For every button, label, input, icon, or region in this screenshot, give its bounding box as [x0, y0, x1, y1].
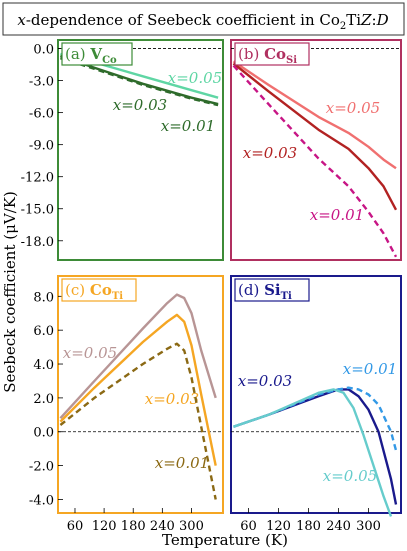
panel-1: 0.0-3.0-6.0-9.0-12.0-15.0-18.0x=0.05x=0.… [21, 39, 224, 261]
series-label: x=0.01 [310, 206, 364, 224]
series-label: x=0.03 [145, 390, 199, 408]
panel-label: (b) CoSi [238, 45, 297, 66]
x-tick-label: 240 [326, 519, 351, 534]
series-line-2 [59, 313, 217, 466]
series-line-1 [232, 60, 397, 170]
y-tick-label: 0.0 [33, 426, 54, 441]
series-label: x=0.03 [238, 372, 292, 390]
panel-label-box [61, 278, 137, 302]
figure-title: x-dependence of Seebeck coefficient in C… [17, 11, 388, 32]
series-label: x=0.05 [326, 99, 380, 117]
y-tick-label: 8.0 [33, 290, 54, 305]
panel-label-box [234, 278, 310, 302]
y-tick-label: 0.0 [33, 43, 54, 58]
series-label: x=0.01 [155, 454, 209, 472]
panel-label: (d) SiTi [238, 281, 292, 302]
y-tick-label: 2.0 [33, 392, 54, 407]
title-box [2, 2, 405, 36]
y-tick-label: -2.0 [29, 460, 54, 475]
panels-group: 0.0-3.0-6.0-9.0-12.0-15.0-18.0x=0.05x=0.… [21, 39, 402, 534]
panel-frame [57, 275, 224, 514]
x-tick-label: 60 [67, 519, 84, 534]
x-tick-label: 300 [356, 519, 381, 534]
panel-label-box [61, 42, 133, 66]
x-tick-label: 60 [240, 519, 257, 534]
y-tick-label: -15.0 [21, 203, 54, 218]
panel-label: (a) VCo [65, 45, 117, 66]
x-axis-label: Temperature (K) [162, 531, 288, 549]
x-tick-label: 120 [266, 519, 291, 534]
x-tick-label: 180 [296, 519, 321, 534]
panel-3: 8.0 6.0 4.0 2.0 0.0 -2.0 -4.0 60 120 180 240 300 x=0… [29, 275, 224, 534]
series-line-3 [233, 388, 393, 517]
series-line-1 [59, 293, 217, 420]
series-label: x=0.03 [243, 144, 297, 162]
panel-label-box [234, 42, 310, 66]
y-tick-label: -18.0 [21, 235, 54, 250]
panel-label: (c) CoTi [65, 281, 123, 302]
x-tick-label: 240 [150, 519, 175, 534]
series-line-3 [232, 64, 398, 258]
series-label: x=0.01 [343, 360, 397, 378]
panel-2: x=0.05 x=0.03 x=0.01 (b) CoSi [230, 39, 402, 261]
series-label: x=0.01 [161, 117, 215, 135]
y-tick-label: 6.0 [33, 324, 54, 339]
y-axis-label: Seebeck coefficient (μV/K) [1, 191, 19, 393]
series-label: x=0.03 [113, 96, 167, 114]
series-label: x=0.05 [63, 344, 117, 362]
panel-4: 60 120 180 240 300 x=0.03 x=0.01 x=0.05 (d) SiTi [230, 275, 402, 534]
series-label: x=0.05 [323, 467, 377, 485]
series-label: x=0.05 [168, 69, 222, 87]
series-line-2 [232, 62, 398, 211]
y-tick-label: -9.0 [29, 139, 54, 154]
y-tick-label: 4.0 [33, 358, 54, 373]
x-tick-label: 180 [121, 519, 146, 534]
y-tick-label: -4.0 [29, 493, 54, 508]
y-tick-label: -12.0 [21, 171, 54, 186]
y-tick-label: -3.0 [29, 75, 54, 90]
x-tick-label: 300 [179, 519, 204, 534]
y-tick-label: -6.0 [29, 107, 54, 122]
x-tick-label: 120 [92, 519, 117, 534]
series-line-3 [59, 342, 217, 500]
